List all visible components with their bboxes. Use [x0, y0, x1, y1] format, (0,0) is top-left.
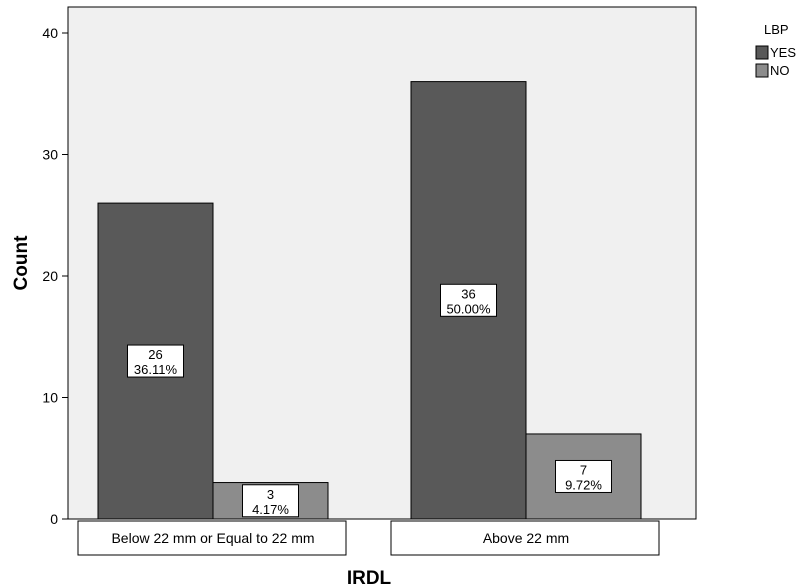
y-axis-title: Count [11, 235, 32, 291]
data-label-box [440, 283, 497, 317]
legend-label-no: NO [770, 63, 790, 78]
data-label-percent: 36.11% [134, 362, 178, 377]
y-tick-label: 40 [42, 25, 58, 41]
bars-group [97, 81, 642, 520]
data-label-count: 3 [267, 487, 274, 502]
data-label-percent: 9.72% [565, 477, 602, 492]
data-label-percent: 50.00% [446, 301, 491, 316]
y-tick-label: 10 [42, 390, 58, 406]
legend-swatch-no [755, 63, 769, 78]
category-label: Below 22 mm or Equal to 22 mm [111, 530, 314, 546]
data-label-box [127, 344, 184, 378]
category-label: Above 22 mm [483, 530, 569, 546]
legend-swatch-yes [755, 45, 769, 60]
legend: LBP YES NO [755, 22, 796, 78]
y-tick-label: 30 [42, 147, 58, 163]
data-label-count: 26 [148, 347, 162, 362]
legend-title: LBP [764, 22, 789, 37]
y-tick-label: 0 [50, 511, 58, 527]
data-label-box [555, 459, 612, 493]
data-label-box [242, 484, 299, 518]
data-label-count: 7 [580, 462, 587, 477]
category-label-box [390, 520, 660, 556]
category-labels-group: Below 22 mm or Equal to 22 mm Above 22 mm [77, 520, 660, 556]
category-label-box [77, 520, 347, 556]
y-axis: 0 10 20 30 40 [42, 25, 68, 527]
data-label-percent: 4.17% [252, 502, 289, 517]
y-tick-label: 20 [42, 268, 58, 284]
data-label-count: 36 [461, 286, 475, 301]
legend-label-yes: YES [770, 45, 796, 60]
x-axis-title: IRDL [347, 568, 392, 588]
